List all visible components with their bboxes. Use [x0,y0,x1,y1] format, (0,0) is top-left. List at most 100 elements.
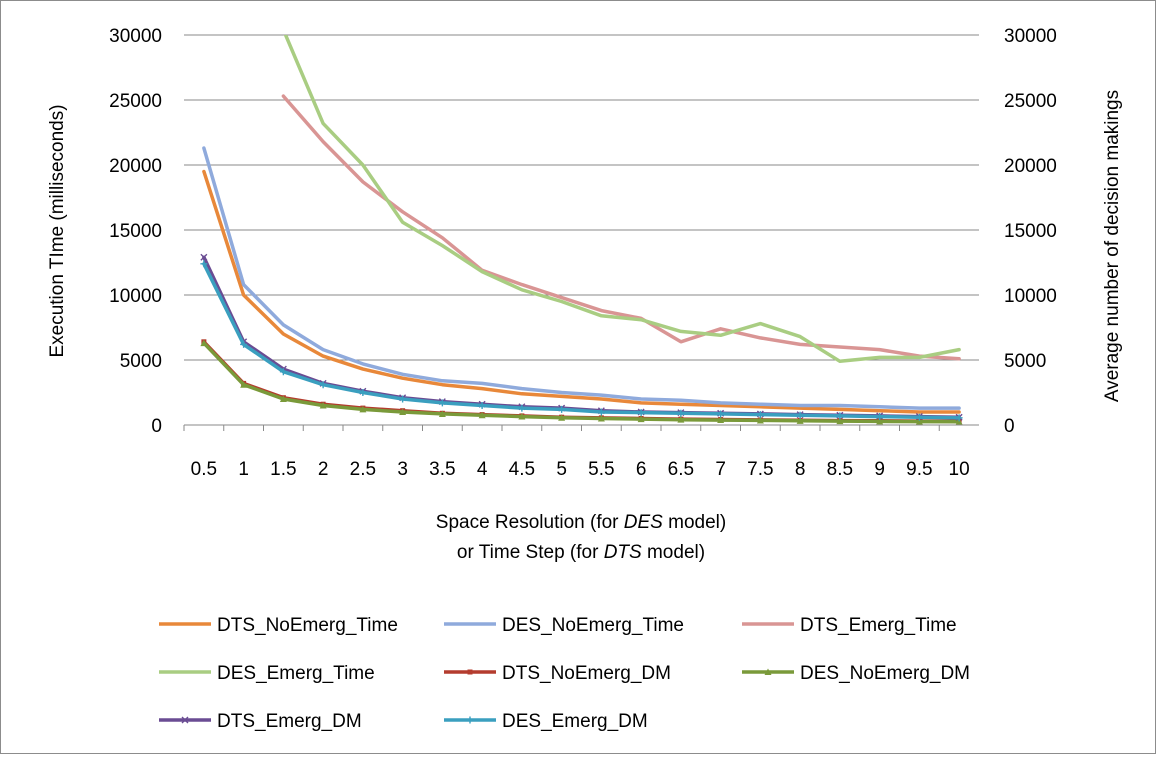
series-line [283,35,961,364]
data-point [637,415,645,423]
data-point [756,411,764,419]
data-point [764,668,772,675]
series-DES_NoEmerg_DM [200,339,963,425]
x-tick-label: 5.5 [588,459,614,480]
series-line [202,341,961,424]
legend-label: DTS_NoEmerg_Time [217,615,398,636]
data-point [478,411,486,419]
data-point [915,418,923,425]
data-point [796,417,804,424]
series-line [281,94,961,361]
data-point [876,413,884,421]
y2-tick-label: 15000 [1004,221,1057,242]
data-point [399,395,407,403]
legend-label: DES_Emerg_DM [502,711,648,732]
data-point [399,408,407,415]
y-tick-label: 10000 [109,286,162,307]
x-tick-label: 8.5 [827,459,853,480]
data-point [915,413,923,421]
y-tick-label: 0 [151,416,162,437]
x-tick-label: 6 [636,459,647,480]
legend-label: DTS_NoEmerg_DM [502,663,671,684]
data-point [478,402,486,409]
data-point [200,253,208,261]
series-line [202,262,961,420]
y-axis-title: Execution TIme (milliseconds) [47,104,68,357]
data-point [597,415,605,422]
x-axis-title-part: DES [624,512,663,533]
x-tick-label: 4 [477,459,488,480]
series-line [202,169,961,414]
x-axis-ticks: 0.5 1 1.5 2 2.5 3 3.5 4 4.5 5 5.5 6 6.5 7 7.5 8 8.5 9 9.5 1… [183,425,970,480]
data-point [558,405,566,413]
y-tick-label: 5000 [120,351,162,372]
data-point [717,416,725,424]
series-DES_Emerg_DM [200,260,963,422]
right-y-axis-ticks: 0 5000 10000 15000 20000 25000 30000 [1004,26,1057,437]
data-point [319,402,327,409]
data-point [438,399,446,407]
data-point [677,409,685,417]
series-line [202,146,961,410]
legend-label: DTS_Emerg_Time [800,615,957,636]
data-point [359,405,367,413]
x-axis-title-line2: or Time Step (for DTS model) [457,542,705,563]
data-point [240,381,248,388]
y2-axis-title: Average number of decision makings [1102,90,1123,402]
data-point [836,412,844,420]
x-tick-label: 3.5 [429,459,455,480]
data-point [279,368,287,376]
legend-item: DES_Emerg_DM [444,711,648,732]
data-point [876,417,884,425]
x-axis-title-part: Space Resolution (for [436,512,624,533]
x-tick-label: 7 [715,459,726,480]
legend-item: DTS_Emerg_Time [742,615,957,636]
y2-tick-label: 25000 [1004,91,1057,112]
legend-label: DES_NoEmerg_Time [502,615,684,636]
data-point [558,414,566,421]
x-tick-label: 6.5 [668,459,694,480]
x-tick-label: 4.5 [509,459,535,480]
x-tick-label: 2.5 [350,459,376,480]
data-point [677,416,685,423]
x-tick-label: 7.5 [747,459,773,480]
x-tick-label: 1.5 [270,459,296,480]
x-tick-label: 5 [556,459,567,480]
data-point [359,389,367,396]
data-point [518,413,526,420]
x-tick-label: 10 [949,459,970,480]
legend-label: DTS_Emerg_DM [217,711,362,732]
y-tick-label: 15000 [109,221,162,242]
data-point [279,395,287,402]
y-tick-label: 30000 [109,26,162,47]
x-tick-label: 2 [318,459,329,480]
series-lines [200,35,963,425]
data-point [836,417,844,425]
y-tick-label: 20000 [109,156,162,177]
y2-tick-label: 5000 [1004,351,1046,372]
data-point [200,260,208,268]
legend-item: DES_NoEmerg_DM [742,663,970,684]
data-point [319,381,327,389]
data-point [240,340,248,348]
data-point [467,669,473,675]
legend-item: DTS_NoEmerg_Time [159,615,398,636]
x-axis-title-part: model) [642,542,705,563]
y2-tick-label: 0 [1004,416,1015,437]
legend-label: DES_Emerg_Time [217,663,375,684]
x-tick-label: 0.5 [191,459,217,480]
legend-label: DES_NoEmerg_DM [800,663,970,684]
series-DES_NoEmerg_Time [202,146,961,410]
legend-item: DES_Emerg_Time [159,663,375,684]
data-point [637,409,645,417]
y2-tick-label: 20000 [1004,156,1057,177]
y2-tick-label: 30000 [1004,26,1057,47]
x-axis-title-part: DTS [604,542,642,563]
legend-item: DTS_Emerg_DM [159,711,362,732]
gridlines [184,34,979,361]
data-point [466,716,474,724]
x-axis-title-part: or Time Step (for [457,542,604,563]
series-DES_Emerg_Time [283,35,961,364]
